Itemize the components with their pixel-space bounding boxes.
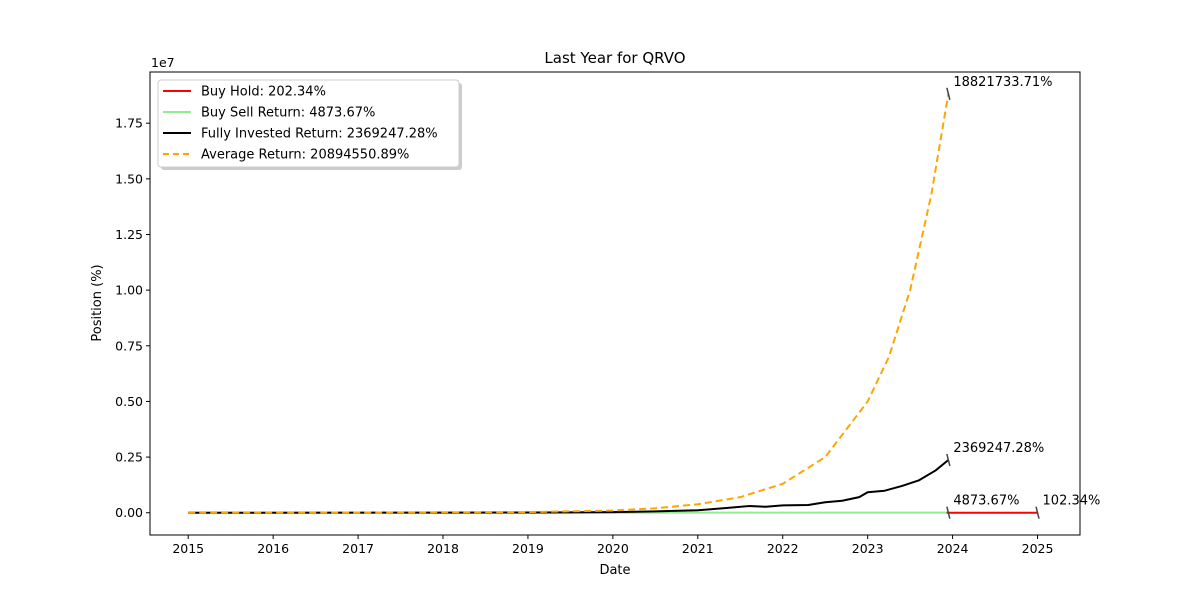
chart-title: Last Year for QRVO	[544, 49, 685, 67]
legend-box	[157, 79, 460, 168]
y-tick-label: 1.00	[115, 283, 143, 298]
y-axis-title: Position (%)	[90, 264, 105, 341]
annotation-label: 4873.67%	[953, 494, 1019, 509]
x-tick-label: 2024	[937, 541, 969, 556]
annotation-label: 18821733.71%	[953, 75, 1052, 90]
annotation-label: 102.34%	[1043, 494, 1101, 509]
end-marker	[1035, 506, 1040, 519]
axes-frame	[149, 71, 1081, 536]
x-tick-label: 2021	[682, 541, 714, 556]
y-tick-label: 0.25	[115, 450, 143, 465]
legend: Buy Hold: 202.34% Buy Sell Return: 4873.6…	[157, 79, 462, 170]
x-axis-title: Date	[599, 563, 630, 578]
legend-entry: Buy Sell Return: 4873.67%	[201, 106, 375, 121]
y-tick-label: 0.75	[115, 338, 143, 353]
x-tick-label: 2015	[172, 541, 204, 556]
x-tick-label: 2016	[257, 541, 289, 556]
annotation-label: 2369247.28%	[953, 441, 1044, 456]
legend-entry: Buy Hold: 202.34%	[201, 85, 326, 100]
y-tick-label: 1.50	[115, 171, 143, 186]
x-tick-label: 2022	[767, 541, 799, 556]
x-tick-label: 2025	[1022, 541, 1054, 556]
x-tick-label: 2019	[512, 541, 544, 556]
series-line-fully-invested-return	[188, 459, 949, 514]
y-tick-label: 1.25	[115, 227, 143, 242]
y-offset-text: 1e7	[151, 55, 175, 70]
end-marker	[946, 87, 951, 100]
x-tick-label: 2023	[852, 541, 884, 556]
y-tick-label: 1.75	[115, 116, 143, 131]
y-tick-label: 0.50	[115, 394, 143, 409]
plot-area: 2015 2016 2017 2018 2019 2020 2021 2022 2023 2024…	[115, 71, 1101, 556]
x-tick-label: 2020	[597, 541, 629, 556]
legend-entry: Average Return: 20894550.89%	[201, 148, 409, 163]
x-tick-label: 2018	[427, 541, 459, 556]
legend-entry: Fully Invested Return: 2369247.28%	[201, 127, 438, 142]
series-line-average-return	[188, 93, 950, 514]
x-tick-label: 2017	[342, 541, 374, 556]
end-marker	[946, 506, 951, 519]
y-tick-label: 0.00	[115, 505, 143, 520]
end-marker	[946, 453, 951, 467]
